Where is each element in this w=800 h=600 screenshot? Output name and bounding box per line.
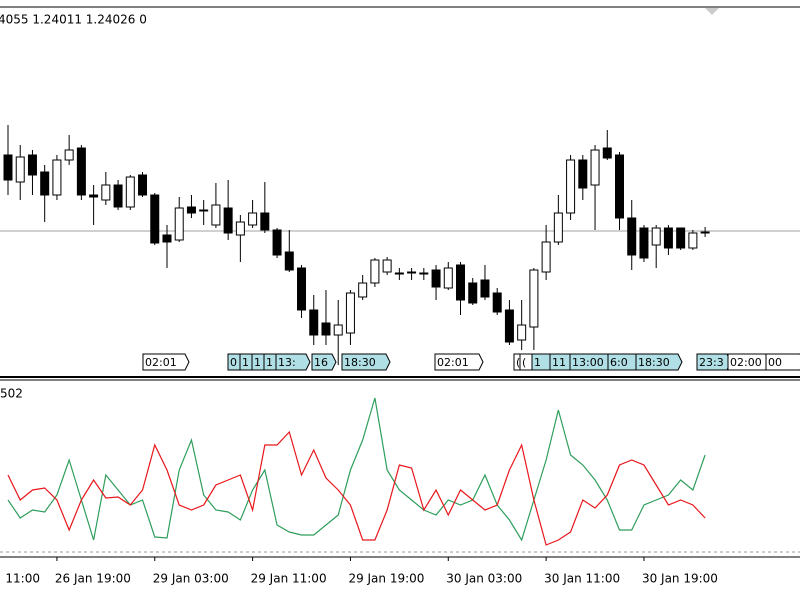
event-label: 13: bbox=[278, 356, 296, 369]
candle-body bbox=[358, 282, 368, 298]
candle-body bbox=[223, 207, 233, 234]
candle-body bbox=[492, 292, 502, 313]
candle-body bbox=[3, 154, 13, 181]
x-tick-label: 29 Jan 03:00 bbox=[153, 572, 229, 586]
event-tag bbox=[311, 353, 337, 371]
candle-body bbox=[517, 324, 527, 341]
candle-body bbox=[615, 154, 624, 219]
event-label: 00 bbox=[768, 356, 782, 369]
candle-body bbox=[382, 259, 392, 273]
candle-body bbox=[456, 264, 466, 301]
event-label: 18:30 bbox=[638, 356, 670, 369]
candle-body bbox=[101, 184, 111, 201]
candle-body bbox=[297, 267, 307, 311]
candle-body bbox=[345, 292, 355, 334]
candle-body bbox=[407, 271, 417, 274]
event-tag bbox=[434, 353, 484, 371]
candle-body bbox=[76, 147, 86, 196]
candle-body bbox=[138, 174, 148, 196]
candle-body bbox=[248, 212, 258, 226]
candle-body bbox=[529, 269, 539, 328]
candle-body bbox=[113, 184, 123, 208]
candle-body bbox=[89, 194, 99, 198]
candle-body bbox=[211, 204, 221, 226]
event-label: 02:01 bbox=[145, 356, 177, 369]
candle-body bbox=[541, 241, 551, 273]
event-label: 1 bbox=[254, 356, 261, 369]
candle-body bbox=[52, 159, 62, 196]
candle-body bbox=[27, 154, 37, 176]
candle-body bbox=[468, 282, 478, 304]
candle-body bbox=[15, 156, 25, 183]
candle-body bbox=[186, 206, 196, 214]
candle-body bbox=[419, 272, 429, 275]
candle-body bbox=[235, 221, 245, 236]
candle-body bbox=[676, 227, 686, 249]
candle-body bbox=[64, 149, 74, 161]
x-tick-label: 30 Jan 19:00 bbox=[642, 572, 718, 586]
candle-body bbox=[480, 279, 490, 298]
event-label: ( bbox=[522, 356, 526, 369]
event-label: 6:0 bbox=[610, 356, 628, 369]
candle-body bbox=[553, 212, 563, 243]
candle-body bbox=[321, 322, 331, 336]
event-label: 1 bbox=[242, 356, 249, 369]
candle-body bbox=[284, 251, 294, 271]
indicator-line bbox=[7, 397, 706, 542]
event-label: 11 bbox=[552, 356, 566, 369]
event-tag bbox=[635, 353, 683, 371]
x-tick-label: 26 Jan 19:00 bbox=[55, 572, 131, 586]
event-label: 1 bbox=[266, 356, 273, 369]
event-label: 02:00 bbox=[730, 356, 762, 369]
event-tag bbox=[765, 353, 800, 371]
indicator-line bbox=[7, 430, 706, 546]
x-tick-label: 30 Jan 11:00 bbox=[544, 572, 620, 586]
candle-body bbox=[590, 149, 600, 186]
x-tick-label: 11:00 bbox=[5, 572, 40, 586]
candle-body bbox=[627, 217, 637, 256]
event-label: ( bbox=[516, 356, 520, 369]
x-tick-label: 30 Jan 03:00 bbox=[446, 572, 522, 586]
price-header: 4055 1.24011 1.24026 0 bbox=[0, 13, 147, 27]
event-label: 0 bbox=[230, 356, 237, 369]
candle-body bbox=[333, 324, 343, 336]
candle-body bbox=[260, 212, 270, 231]
candle-body bbox=[199, 209, 209, 212]
candle-body bbox=[700, 231, 710, 234]
candle-body bbox=[272, 229, 282, 256]
candle-body bbox=[443, 267, 453, 289]
candle-body bbox=[309, 309, 319, 336]
x-tick-label: 29 Jan 11:00 bbox=[251, 572, 327, 586]
indicator-label: 502 bbox=[0, 387, 23, 401]
candle-body bbox=[394, 272, 404, 275]
candle-body bbox=[174, 207, 184, 241]
x-tick-label: 29 Jan 19:00 bbox=[348, 572, 424, 586]
event-label: 1 bbox=[534, 356, 541, 369]
candle-body bbox=[639, 227, 649, 259]
candle-body bbox=[150, 194, 160, 244]
candle-body bbox=[566, 159, 576, 214]
event-label: 16 bbox=[314, 356, 328, 369]
event-label: 23:3 bbox=[699, 356, 724, 369]
candle-body bbox=[602, 147, 612, 159]
event-tag bbox=[142, 353, 190, 371]
event-label: 02:01 bbox=[437, 356, 469, 369]
candle-body bbox=[578, 159, 588, 189]
event-label: 18:30 bbox=[344, 356, 376, 369]
candle-body bbox=[431, 269, 441, 288]
candle-body bbox=[162, 234, 172, 243]
event-label: 13:00 bbox=[572, 356, 604, 369]
candle-body bbox=[663, 227, 673, 249]
event-tag bbox=[341, 353, 391, 371]
event-tag bbox=[275, 353, 311, 371]
candle-body bbox=[370, 259, 380, 284]
candle-body bbox=[688, 232, 698, 249]
candle-body bbox=[651, 227, 661, 246]
candle-body bbox=[125, 176, 135, 208]
candle-body bbox=[504, 309, 514, 343]
candle-body bbox=[40, 171, 50, 196]
scroll-marker bbox=[705, 8, 719, 15]
